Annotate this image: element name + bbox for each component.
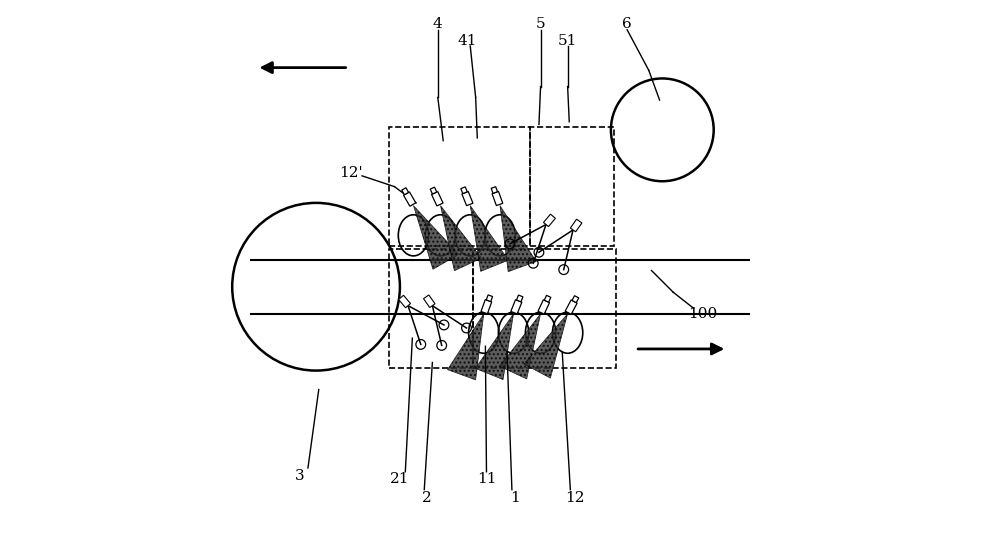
Bar [530, 127, 614, 246]
Bar [389, 127, 530, 246]
Bar [389, 249, 473, 368]
Polygon shape [570, 219, 582, 232]
Polygon shape [424, 295, 435, 307]
Polygon shape [565, 300, 577, 314]
Polygon shape [492, 192, 503, 206]
Polygon shape [544, 295, 551, 302]
Bar [473, 249, 616, 368]
Polygon shape [500, 314, 541, 379]
Polygon shape [404, 192, 416, 206]
Polygon shape [402, 188, 409, 195]
Text: 21: 21 [390, 472, 410, 486]
Polygon shape [413, 206, 459, 269]
Text: 4: 4 [433, 17, 443, 31]
Text: 12: 12 [565, 491, 584, 505]
Polygon shape [491, 187, 497, 193]
Polygon shape [399, 295, 411, 308]
Text: 12': 12' [339, 166, 363, 180]
Polygon shape [470, 206, 508, 272]
Polygon shape [440, 206, 482, 270]
Text: 51: 51 [558, 34, 577, 48]
Text: 41: 41 [458, 34, 477, 48]
Polygon shape [486, 295, 493, 301]
Text: 3: 3 [295, 469, 305, 483]
Polygon shape [572, 296, 579, 302]
Polygon shape [432, 192, 443, 206]
Polygon shape [543, 214, 555, 227]
Polygon shape [461, 187, 467, 194]
Polygon shape [475, 314, 514, 380]
Text: 1: 1 [510, 491, 520, 505]
Polygon shape [517, 295, 523, 302]
Text: 6: 6 [622, 17, 632, 31]
Text: 100: 100 [688, 307, 718, 321]
Text: 11: 11 [477, 472, 496, 486]
Polygon shape [500, 206, 536, 272]
Text: 5: 5 [536, 17, 545, 31]
Text: 2: 2 [422, 491, 432, 505]
Polygon shape [538, 300, 550, 314]
Polygon shape [481, 300, 492, 314]
Polygon shape [462, 192, 473, 206]
Polygon shape [524, 314, 568, 378]
Polygon shape [447, 314, 484, 380]
Polygon shape [430, 187, 437, 194]
Polygon shape [511, 300, 522, 314]
